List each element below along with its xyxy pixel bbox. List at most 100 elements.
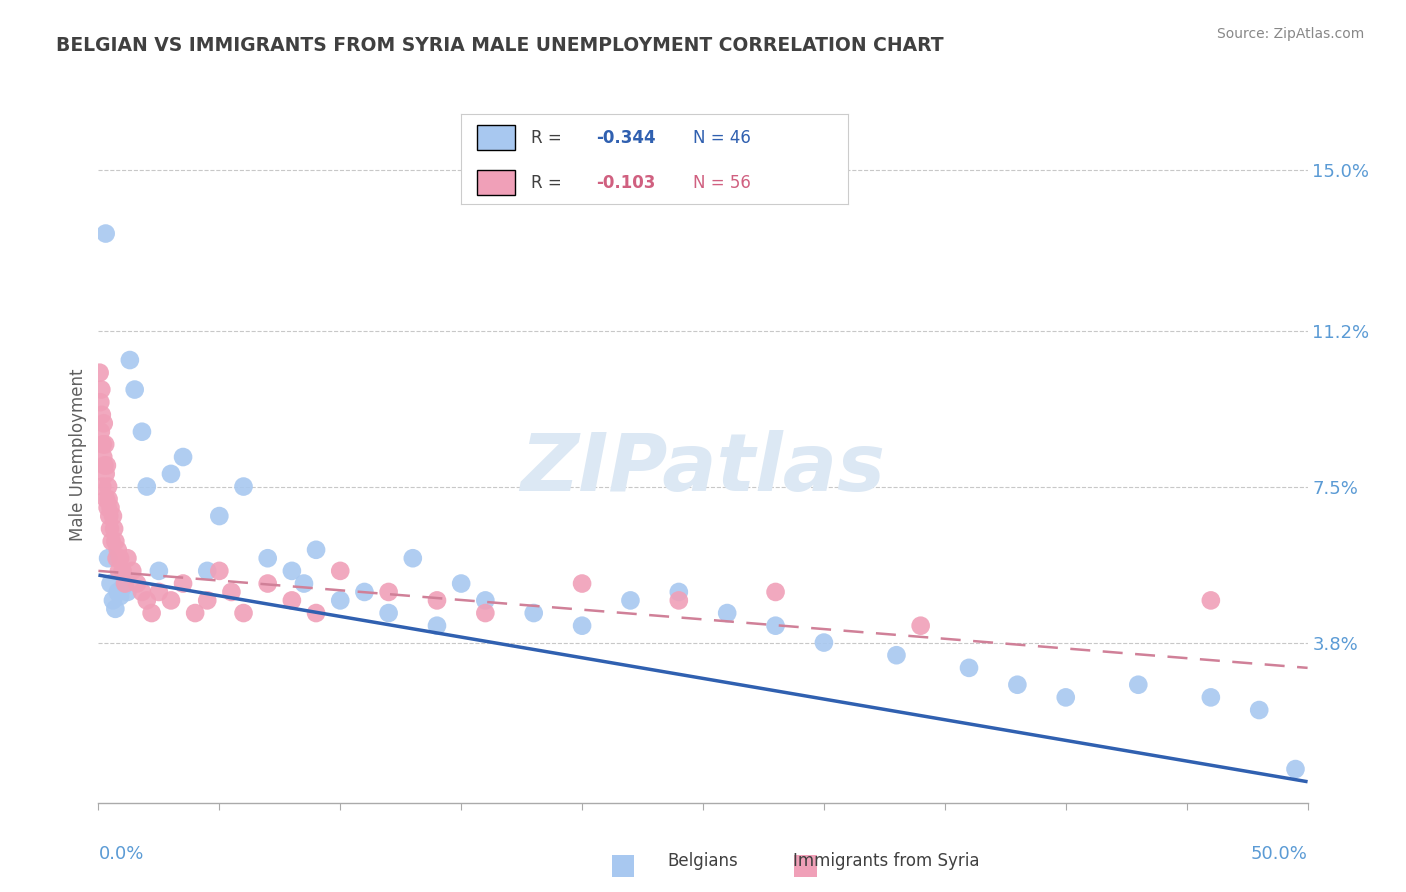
- Point: [100, 576, 122, 591]
- Point: [108, 564, 131, 578]
- Point: [111, 564, 134, 578]
- Point: [377, 585, 399, 599]
- Text: ZIPatlas: ZIPatlas: [520, 430, 886, 508]
- Point: [131, 425, 153, 439]
- Point: [90, 408, 112, 422]
- Point: [91, 479, 114, 493]
- Point: [256, 576, 278, 591]
- Point: [114, 576, 136, 591]
- Point: [90, 383, 112, 397]
- Point: [135, 593, 157, 607]
- Point: [668, 593, 690, 607]
- Point: [91, 437, 114, 451]
- Point: [105, 551, 128, 566]
- Point: [1128, 678, 1150, 692]
- Point: [208, 564, 231, 578]
- Point: [305, 606, 328, 620]
- Point: [232, 479, 254, 493]
- Point: [474, 606, 496, 620]
- Point: [114, 572, 136, 586]
- Point: [160, 593, 183, 607]
- Point: [108, 589, 131, 603]
- Y-axis label: Male Unemployment: Male Unemployment: [69, 368, 87, 541]
- Point: [97, 492, 120, 507]
- Point: [377, 606, 399, 620]
- Point: [117, 585, 139, 599]
- Point: [281, 593, 304, 607]
- Text: 50.0%: 50.0%: [1251, 845, 1308, 863]
- Point: [124, 383, 146, 397]
- Point: [111, 581, 134, 595]
- Point: [474, 593, 496, 607]
- Point: [89, 366, 111, 380]
- Text: Belgians: Belgians: [668, 852, 738, 870]
- Point: [94, 437, 117, 451]
- Text: Source: ZipAtlas.com: Source: ZipAtlas.com: [1216, 27, 1364, 41]
- Point: [117, 551, 139, 566]
- Point: [107, 542, 129, 557]
- Point: [89, 395, 111, 409]
- Point: [195, 564, 218, 578]
- Point: [1284, 762, 1306, 776]
- Point: [148, 585, 170, 599]
- Point: [94, 467, 117, 481]
- Point: [104, 534, 127, 549]
- Point: [426, 618, 449, 632]
- Point: [148, 564, 170, 578]
- Point: [1199, 690, 1222, 705]
- Point: [101, 509, 124, 524]
- Point: [160, 467, 183, 481]
- Point: [256, 551, 278, 566]
- Point: [101, 593, 124, 607]
- Point: [353, 585, 375, 599]
- Point: [96, 458, 118, 473]
- Point: [571, 618, 593, 632]
- Point: [172, 450, 194, 464]
- Point: [172, 576, 194, 591]
- Point: [141, 606, 163, 620]
- Point: [184, 606, 207, 620]
- Point: [131, 585, 153, 599]
- Point: [281, 564, 304, 578]
- Point: [103, 522, 125, 536]
- Point: [195, 593, 218, 607]
- Point: [104, 602, 127, 616]
- Text: BELGIAN VS IMMIGRANTS FROM SYRIA MALE UNEMPLOYMENT CORRELATION CHART: BELGIAN VS IMMIGRANTS FROM SYRIA MALE UN…: [56, 36, 943, 54]
- Point: [232, 606, 254, 620]
- Point: [329, 564, 352, 578]
- Point: [450, 576, 472, 591]
- Point: [1007, 678, 1029, 692]
- Point: [1199, 593, 1222, 607]
- Point: [91, 450, 114, 464]
- Point: [93, 458, 115, 473]
- Point: [619, 593, 641, 607]
- Point: [135, 479, 157, 493]
- Point: [100, 500, 122, 515]
- Point: [121, 564, 143, 578]
- Point: [813, 635, 835, 649]
- Point: [94, 227, 117, 241]
- Point: [97, 551, 120, 566]
- Point: [97, 500, 120, 515]
- Point: [329, 593, 352, 607]
- Point: [402, 551, 425, 566]
- Point: [90, 425, 112, 439]
- Point: [305, 542, 328, 557]
- Point: [716, 606, 738, 620]
- Point: [97, 479, 120, 493]
- Point: [765, 618, 787, 632]
- Point: [108, 551, 131, 566]
- Point: [426, 593, 449, 607]
- Point: [668, 585, 690, 599]
- Point: [127, 576, 149, 591]
- Point: [523, 606, 546, 620]
- Point: [107, 585, 129, 599]
- Point: [1249, 703, 1271, 717]
- Point: [765, 585, 787, 599]
- Point: [208, 509, 231, 524]
- Point: [100, 534, 122, 549]
- Point: [93, 417, 115, 431]
- Point: [118, 353, 141, 368]
- Point: [96, 492, 118, 507]
- Point: [98, 522, 121, 536]
